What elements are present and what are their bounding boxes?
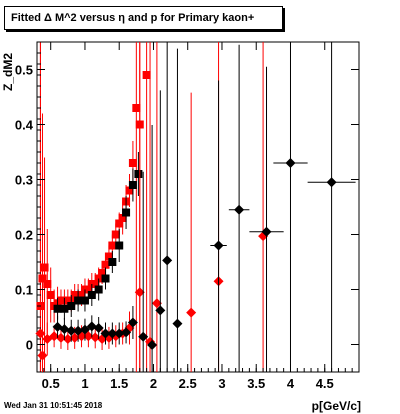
data-point — [94, 285, 103, 294]
chart-title: Fitted Δ M^2 versus η and p for Primary … — [11, 12, 255, 24]
data-point — [142, 71, 151, 79]
data-point — [122, 208, 131, 217]
data-point — [91, 280, 100, 288]
data-point — [74, 296, 83, 305]
y-tick-label: 0.3 — [15, 173, 33, 188]
data-point — [60, 304, 69, 313]
data-point — [155, 305, 166, 316]
x-tick-label: 1.5 — [110, 376, 128, 391]
data-point — [59, 324, 70, 335]
data-point — [46, 291, 55, 299]
x-tick-label: 0.5 — [42, 376, 60, 391]
data-point — [37, 350, 48, 361]
y-tick-label: 0.1 — [15, 283, 33, 298]
data-point — [77, 291, 86, 299]
data-point — [104, 252, 113, 261]
x-tick-label: 4 — [287, 376, 295, 391]
x-tick-label: 3 — [218, 376, 225, 391]
data-point — [261, 226, 272, 237]
x-tick-label: 2.5 — [179, 376, 197, 391]
data-point — [285, 158, 296, 168]
x-tick-label: 4.5 — [316, 376, 334, 391]
timestamp: Wed Jan 31 10:51:45 2018 — [4, 401, 103, 410]
data-point — [86, 321, 97, 332]
data-point — [115, 241, 124, 250]
data-point — [213, 240, 224, 251]
series-3 — [52, 42, 356, 372]
x-tick-label: 2 — [150, 376, 157, 391]
data-point — [111, 230, 120, 239]
data-marks — [35, 42, 356, 372]
data-point — [151, 298, 162, 309]
data-point — [147, 340, 158, 351]
data-point — [83, 331, 94, 342]
data-point — [55, 332, 66, 343]
data-point — [138, 331, 149, 342]
data-point — [87, 291, 96, 299]
data-point — [98, 269, 107, 277]
data-point — [132, 104, 141, 112]
data-point — [134, 170, 143, 178]
data-point — [90, 332, 101, 343]
data-point — [172, 318, 183, 329]
data-point — [40, 263, 49, 272]
data-point — [84, 285, 93, 294]
data-point — [134, 287, 145, 298]
data-point — [108, 241, 117, 250]
data-point — [128, 159, 137, 167]
data-point — [108, 258, 117, 266]
data-point — [49, 331, 60, 342]
data-point — [69, 332, 80, 343]
data-point — [53, 304, 62, 313]
data-point — [100, 328, 111, 339]
y-axis-title-text: Z_dM2 — [1, 53, 15, 91]
data-point — [115, 219, 124, 228]
data-point — [118, 214, 127, 222]
chart-title-box: Fitted Δ M^2 versus η and p for Primary … — [4, 6, 283, 30]
data-point — [125, 186, 134, 195]
y-axis-title: Z_dM2 — [1, 53, 15, 91]
y-tick-label: 0 — [26, 338, 33, 353]
data-point — [162, 255, 173, 266]
data-point — [80, 296, 89, 305]
x-tick-label: 1 — [81, 376, 88, 391]
data-point — [43, 280, 52, 288]
data-point — [128, 181, 137, 189]
data-point — [67, 302, 76, 310]
data-point — [107, 328, 118, 339]
y-tick-label: 0.4 — [15, 118, 34, 133]
data-point — [326, 177, 337, 188]
data-point — [186, 307, 197, 318]
data-point — [101, 274, 110, 283]
x-axis-title: p[GeV/c] — [312, 399, 361, 413]
data-point — [73, 325, 84, 336]
data-point — [114, 328, 125, 339]
x-tick-label: 3.5 — [247, 376, 265, 391]
y-tick-label: 0.5 — [15, 63, 33, 78]
data-point — [127, 317, 138, 328]
data-point — [101, 260, 110, 269]
y-tick-label: 0.2 — [15, 228, 33, 243]
data-point — [62, 334, 73, 344]
data-point — [234, 204, 245, 215]
data-point — [66, 325, 77, 336]
data-point — [121, 327, 132, 338]
axes: 0.5 1 1.5 2 2.5 3 3.5 4 4.5 0 0.1 0.2 0.3 0.4 0.5 — [15, 41, 360, 391]
data-point — [79, 324, 90, 335]
data-point — [93, 323, 104, 333]
